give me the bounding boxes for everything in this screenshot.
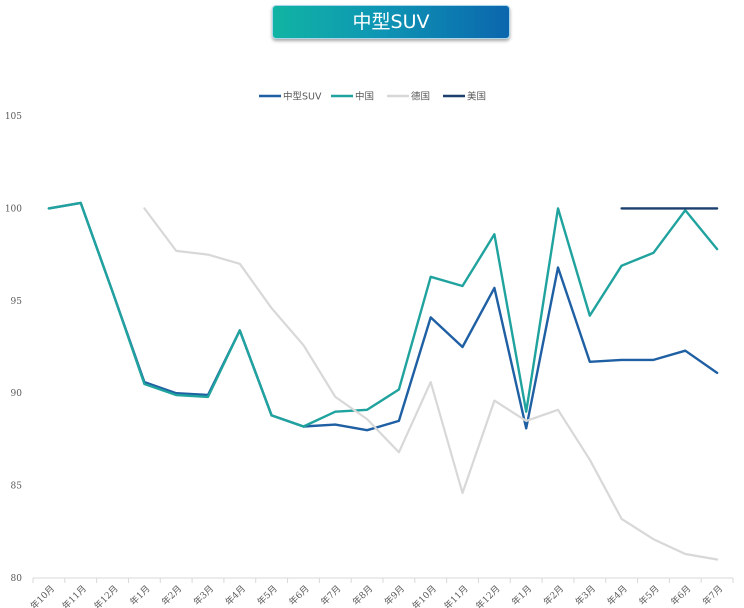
x-tick-label: 年5月 bbox=[254, 583, 279, 608]
legend-label: 中型SUV bbox=[283, 91, 322, 103]
x-tick-label: 年7月 bbox=[318, 583, 343, 608]
x-tick-label: 年10月 bbox=[410, 583, 439, 608]
y-tick-label: 85 bbox=[11, 482, 23, 492]
x-tick-label: 年6月 bbox=[668, 583, 693, 608]
y-tick-label: 90 bbox=[11, 389, 23, 399]
y-tick-label: 95 bbox=[11, 297, 23, 307]
x-tick-label: 年2月 bbox=[541, 583, 566, 608]
x-tick-label: 年12月 bbox=[91, 583, 120, 608]
x-axis: 年10月 年11月 年12月 年1月 年2月 年3月 年4月 年5月 年6月 年7月 年8月 年9月年… bbox=[28, 577, 734, 608]
x-tick-label: 年1月 bbox=[509, 583, 534, 608]
x-tick-label: 年11月 bbox=[60, 583, 89, 608]
x-tick-label: 年6月 bbox=[286, 583, 311, 608]
x-tick-label: 年2月 bbox=[159, 583, 184, 608]
x-tick-label: 年8月 bbox=[350, 583, 375, 608]
series-line-1 bbox=[47, 201, 719, 428]
legend-label: 美国 bbox=[467, 91, 486, 103]
x-tick-label: 年7月 bbox=[700, 583, 725, 608]
y-tick-label: 105 bbox=[5, 112, 22, 122]
x-tick-label: 年4月 bbox=[223, 583, 248, 608]
x-tick-label: 年12月 bbox=[473, 583, 502, 608]
x-tick-label: 年5月 bbox=[636, 583, 661, 608]
y-tick-label: 80 bbox=[11, 574, 23, 584]
x-tick-label: 年11月 bbox=[441, 583, 470, 608]
chart-title: 中型SUV bbox=[272, 5, 510, 39]
series-line-2 bbox=[143, 207, 719, 561]
series-line-0 bbox=[47, 201, 719, 432]
x-tick-label: 年3月 bbox=[191, 583, 216, 608]
x-tick-label: 年4月 bbox=[604, 583, 629, 608]
legend-label: 中国 bbox=[355, 91, 374, 103]
legend-label: 德国 bbox=[411, 91, 430, 103]
y-axis: 80 85 90 95 100 105 bbox=[5, 112, 22, 584]
series-lines bbox=[47, 201, 719, 561]
x-tick-label: 年1月 bbox=[127, 583, 152, 608]
x-tick-label: 年3月 bbox=[573, 583, 598, 608]
x-tick-label: 年10月 bbox=[28, 583, 57, 608]
legend: 中型SUV 中国 德国 美国 bbox=[259, 91, 486, 103]
y-tick-label: 100 bbox=[5, 204, 22, 214]
x-tick-label: 年9月 bbox=[382, 583, 407, 608]
